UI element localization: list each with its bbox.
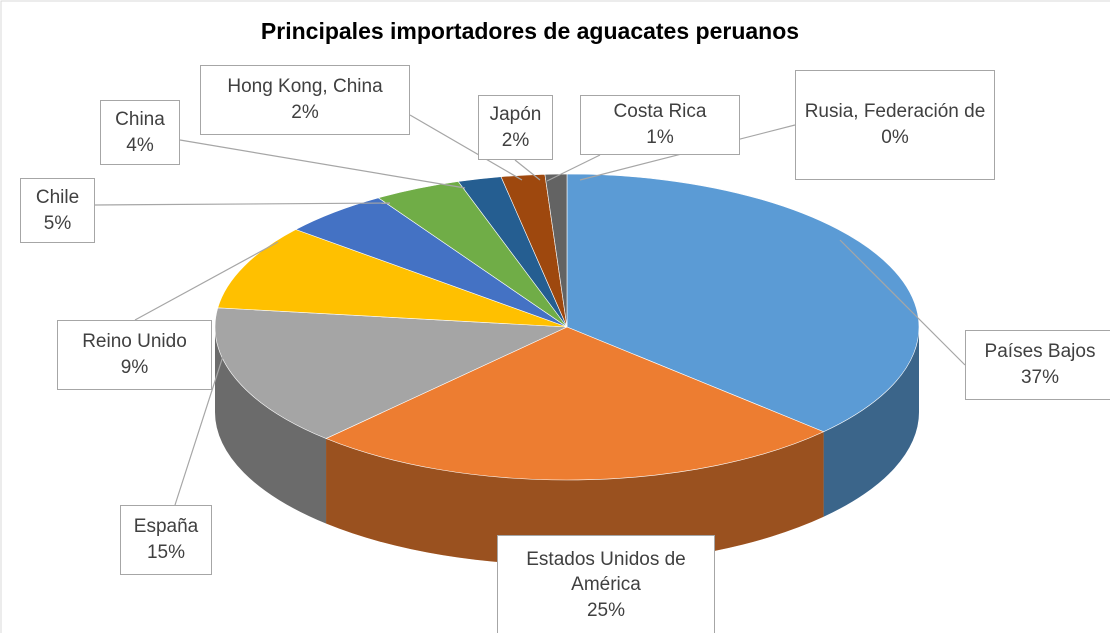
leader-line [839, 239, 966, 366]
leader-line [546, 154, 601, 182]
label-name: Países Bajos [984, 341, 1096, 363]
slice [544, 173, 568, 328]
slice-side-shade [326, 431, 824, 565]
label-value: 4% [126, 134, 154, 156]
data-label: Países Bajos 37% [965, 330, 1110, 400]
leader-line [179, 139, 466, 189]
data-label: España 15% [120, 505, 212, 575]
slice [217, 229, 568, 328]
data-label: Hong Kong, China 2% [200, 65, 410, 135]
leader-line [174, 349, 226, 506]
label-value: 9% [120, 357, 149, 378]
data-label: Estados Unidos de América 25% [497, 535, 715, 633]
slice-side [326, 431, 824, 565]
label-value: 5% [43, 212, 72, 234]
data-label: Rusia, Federación de 0% [795, 70, 995, 180]
label-name: Chile [35, 186, 80, 208]
label-value: 25% [586, 599, 626, 621]
label-value: 1% [646, 127, 674, 148]
label-value: 15% [146, 542, 186, 563]
label-value: 2% [501, 129, 530, 151]
label-name: Reino Unido [82, 331, 187, 353]
slice-side-shade [823, 327, 919, 517]
label-value: 0% [881, 127, 909, 148]
leader-line [134, 241, 279, 321]
leader-line [514, 159, 541, 181]
chart-title: Principales importadores de aguacates pe… [260, 18, 800, 44]
label-name: China [115, 108, 165, 130]
label-name: Costa Rica [613, 101, 707, 123]
leader-line [409, 114, 523, 181]
label-name: Estados Unidos de América [526, 548, 686, 596]
data-label: Chile 5% [20, 178, 95, 243]
slice-side [215, 327, 327, 524]
slice-side-shade [215, 327, 327, 524]
slice-side [823, 327, 919, 517]
leader-line [94, 202, 391, 206]
data-label: Japón 2% [478, 95, 553, 160]
slice [214, 307, 568, 439]
label-name: Rusia, Federación de [804, 101, 986, 123]
data-label: Costa Rica 1% [580, 95, 740, 155]
slice [325, 326, 825, 481]
label-name: Japón [489, 103, 542, 125]
data-label: China 4% [100, 100, 180, 165]
label-name: España [133, 516, 199, 538]
label-name: Hong Kong, China [227, 76, 383, 98]
label-value: 37% [1020, 367, 1060, 388]
slice [566, 173, 920, 433]
data-label: Reino Unido 9% [57, 320, 212, 390]
label-value: 2% [291, 102, 319, 123]
